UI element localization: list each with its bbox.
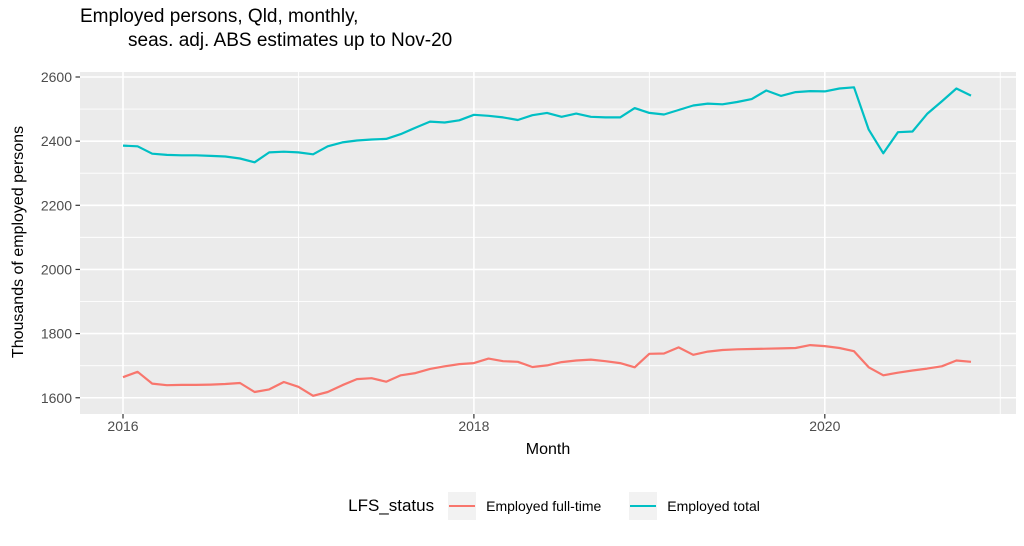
legend-label-total: Employed total bbox=[667, 498, 760, 514]
y-tick-label: 2600 bbox=[41, 69, 72, 85]
y-tick-label: 1800 bbox=[41, 326, 72, 342]
y-tick-label: 2200 bbox=[41, 197, 72, 213]
legend-title: LFS_status bbox=[348, 496, 435, 515]
y-tick-label: 1600 bbox=[41, 390, 72, 406]
y-tick-label: 2400 bbox=[41, 133, 72, 149]
chart-title-line2: seas. adj. ABS estimates up to Nov-20 bbox=[128, 30, 453, 51]
series-line-employed-full-time bbox=[122, 344, 972, 397]
x-tick-label: 2018 bbox=[458, 418, 489, 434]
panel-background bbox=[80, 72, 1016, 414]
x-axis-title: Month bbox=[525, 441, 571, 458]
legend: LFS_status Employed full-time Employed t… bbox=[0, 492, 1024, 520]
y-axis-title: Thousands of employed persons bbox=[10, 125, 27, 359]
legend-item-total: Employed total bbox=[629, 492, 760, 520]
chart-title: Employed persons, Qld, monthly, seas. ad… bbox=[80, 5, 452, 53]
legend-key-total bbox=[629, 492, 658, 520]
y-tick-label: 2000 bbox=[41, 261, 72, 277]
chart-title-line1: Employed persons, Qld, monthly, bbox=[80, 6, 359, 27]
legend-label-full-time: Employed full-time bbox=[486, 498, 602, 514]
legend-key-full-time bbox=[448, 492, 477, 520]
x-tick-label: 2020 bbox=[809, 418, 840, 434]
series-line-employed-total bbox=[122, 86, 972, 164]
legend-item-full-time: Employed full-time bbox=[448, 492, 601, 520]
x-tick-label: 2016 bbox=[107, 418, 138, 434]
total-line-swatch bbox=[630, 505, 657, 507]
full-time-line-swatch bbox=[449, 505, 476, 507]
